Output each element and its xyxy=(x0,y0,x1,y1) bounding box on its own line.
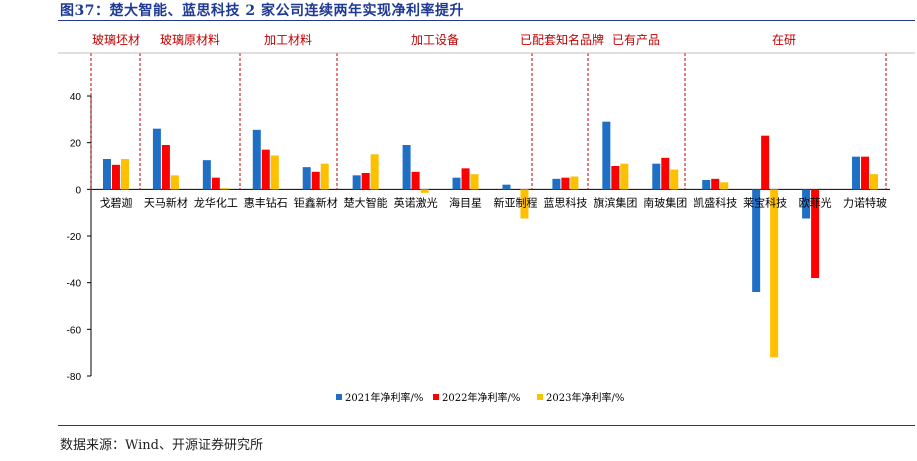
x-category-label: 欧菲光 xyxy=(799,195,832,209)
legend-swatch xyxy=(537,394,543,400)
bar xyxy=(720,182,729,190)
bar xyxy=(270,155,279,190)
legend-swatch xyxy=(336,394,342,400)
x-category-label: 钜鑫新材 xyxy=(294,195,338,209)
bar xyxy=(852,156,861,190)
group-label: 已有产品 xyxy=(612,33,660,47)
y-tick-label: 20 xyxy=(70,139,82,150)
bar xyxy=(211,177,220,190)
bar xyxy=(102,159,111,190)
bar xyxy=(611,166,620,190)
bar xyxy=(670,169,679,190)
group-label: 在研 xyxy=(772,33,796,47)
bar xyxy=(370,154,379,190)
bar xyxy=(761,135,770,190)
y-tick-label: 40 xyxy=(70,92,82,103)
bar xyxy=(661,157,670,190)
figure-title: 图37：楚大智能、蓝思科技 2 家公司连续两年实现净利率提升 xyxy=(60,3,464,19)
y-tick-label: -40 xyxy=(67,279,82,290)
bar xyxy=(170,175,179,190)
group-label: 加工材料 xyxy=(264,33,312,47)
x-category-label: 楚大智能 xyxy=(344,195,388,209)
bar xyxy=(620,163,629,190)
y-tick-label: -20 xyxy=(67,232,82,243)
x-category-label: 惠丰钻石 xyxy=(244,195,288,209)
x-category-label: 旗滨集团 xyxy=(593,195,637,209)
group-label: 玻璃原材料 xyxy=(160,33,220,47)
legend-label: 2023年净利率/% xyxy=(546,391,624,404)
bar xyxy=(461,168,470,190)
bar xyxy=(811,189,820,278)
x-category-label: 凯盛科技 xyxy=(693,195,737,209)
title-rule xyxy=(58,20,915,21)
x-category-label: 新亚制程 xyxy=(493,195,537,209)
bar xyxy=(870,174,879,190)
bar xyxy=(120,159,129,190)
x-category-label: 莱宝科技 xyxy=(743,195,787,209)
y-tick-label: -60 xyxy=(67,325,82,336)
bar xyxy=(411,171,420,190)
x-category-label: 龙华化工 xyxy=(194,195,238,209)
x-category-label: 英诺激光 xyxy=(394,195,438,209)
x-category-label: 力诺特玻 xyxy=(843,195,887,209)
bar xyxy=(361,173,370,190)
bar xyxy=(711,178,720,190)
x-category-label: 蓝思科技 xyxy=(543,195,587,209)
bar xyxy=(652,163,661,190)
y-tick-label: -80 xyxy=(67,372,82,383)
bar xyxy=(802,189,811,219)
bar xyxy=(552,178,561,190)
data-source: 数据来源：Wind、开源证券研究所 xyxy=(60,438,263,453)
x-category-label: 海目星 xyxy=(449,195,482,209)
legend-swatch xyxy=(433,394,439,400)
bar xyxy=(452,177,461,190)
bar xyxy=(402,145,411,190)
bar xyxy=(770,189,779,358)
bar xyxy=(161,145,170,190)
bar xyxy=(220,188,229,190)
bar xyxy=(252,129,261,190)
bar xyxy=(602,121,611,190)
bar xyxy=(561,177,570,190)
bar xyxy=(420,189,429,193)
bar xyxy=(752,189,761,292)
x-category-label: 戈碧迦 xyxy=(99,196,132,209)
bar xyxy=(152,128,161,190)
bar xyxy=(702,180,711,190)
x-category-label: 南玻集团 xyxy=(643,195,687,209)
group-label: 加工设备 xyxy=(411,33,459,47)
bar xyxy=(470,174,479,190)
group-label: 已配套知名品牌 xyxy=(520,32,604,47)
legend-label: 2021年净利率/% xyxy=(345,391,423,404)
x-category-label: 天马新材 xyxy=(144,195,188,209)
y-tick-label: 0 xyxy=(75,185,81,196)
group-label: 玻璃坯材 xyxy=(92,33,140,47)
bar xyxy=(352,175,361,190)
bottom-rule xyxy=(58,425,915,426)
legend-label: 2022年净利率/% xyxy=(442,391,520,404)
bar xyxy=(320,163,329,190)
bar xyxy=(111,164,120,190)
bar xyxy=(261,149,270,190)
bar xyxy=(520,189,529,219)
bar xyxy=(570,176,579,190)
bar xyxy=(861,156,870,190)
bar xyxy=(302,167,311,190)
bar xyxy=(202,160,211,190)
bar xyxy=(311,171,320,190)
bar xyxy=(502,184,511,190)
